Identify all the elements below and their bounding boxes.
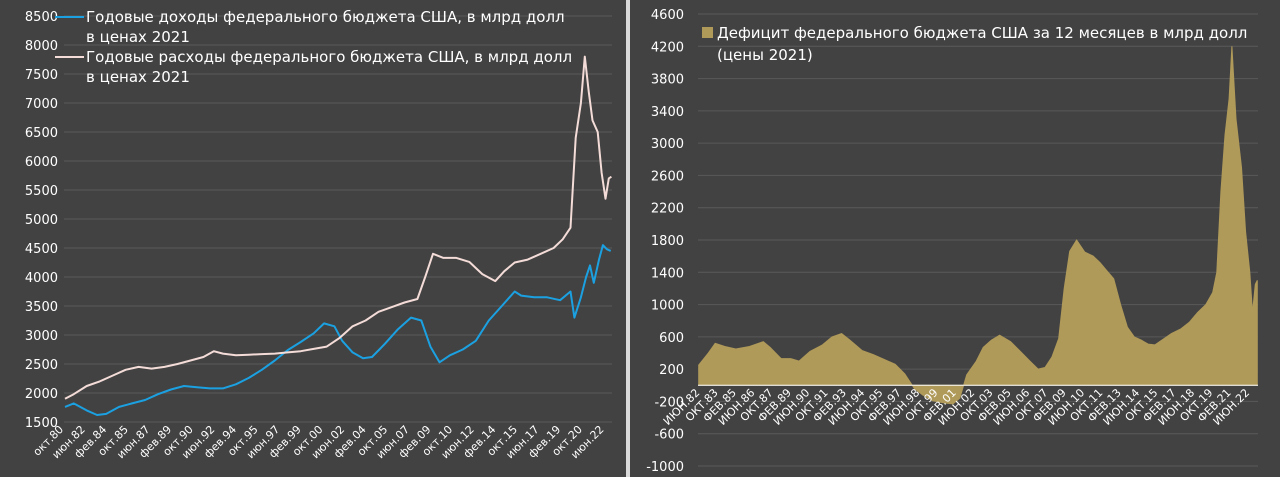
series-lines: [64, 55, 612, 416]
series-area: [698, 46, 1258, 405]
panel-divider: [626, 0, 630, 477]
deficit-area: [698, 46, 1258, 405]
y-tick-label: -1000: [646, 460, 684, 475]
x-axis-ticks: окт.80июн.82фев.84окт.85июн.87фев.89окт.…: [31, 423, 607, 461]
y-tick-label: 8000: [25, 39, 58, 54]
y-tick-label: 2500: [25, 358, 58, 373]
legend-swatch-deficit: [702, 27, 713, 38]
y-tick-label: 600: [659, 331, 684, 346]
area-chart: -1000 -600 -200 200 600 1000 1400 1800 2200 2600 3…: [646, 8, 1258, 475]
y-tick-label: 4000: [25, 271, 58, 286]
y-tick-label: 8500: [25, 10, 58, 25]
y-tick-label: 1800: [651, 234, 684, 249]
y-tick-label: 200: [659, 363, 684, 378]
y-tick-label: 2200: [651, 202, 684, 217]
y-tick-label: 1400: [651, 266, 684, 281]
y-tick-label: -600: [654, 428, 684, 443]
y-tick-label: 3800: [651, 73, 684, 88]
y-axis-ticks: -1000 -600 -200 200 600 1000 1400 1800 2200 2600 3…: [646, 8, 684, 475]
y-tick-label: 3000: [651, 137, 684, 152]
legend: Годовые доходы федерального бюджета США,…: [55, 8, 572, 86]
y-tick-label: 4600: [651, 8, 684, 23]
y-tick-label: 1000: [651, 299, 684, 314]
legend-label-revenue: Годовые доходы федерального бюджета США,…: [86, 8, 565, 46]
y-tick-label: 4500: [25, 242, 58, 257]
y-tick-label: 6500: [25, 126, 58, 141]
y-gridlines: [698, 13, 1258, 467]
y-tick-label: 3400: [651, 105, 684, 120]
series-line-expenditure: [64, 55, 612, 400]
y-tick-label: 7000: [25, 97, 58, 112]
y-tick-label: 1500: [25, 416, 58, 431]
chart-panel-deficit: -1000 -600 -200 200 600 1000 1400 1800 2200 2600 3…: [630, 0, 1280, 477]
legend-label-deficit: Дефицит федерального бюджета США за 12 м…: [717, 24, 1247, 64]
legend: Дефицит федерального бюджета США за 12 м…: [702, 24, 1247, 64]
y-axis-ticks: 1500 2000 2500 3000 3500 4000 4500 5000 5500 6000…: [25, 10, 58, 431]
y-tick-label: 7500: [25, 68, 58, 83]
y-tick-label: 4200: [651, 40, 684, 55]
chart-panel-revenue-expenditure: 1500 2000 2500 3000 3500 4000 4500 5000 5500 6000…: [0, 0, 626, 477]
series-line-revenue: [64, 244, 612, 416]
y-tick-label: 5000: [25, 213, 58, 228]
y-tick-label: 5500: [25, 184, 58, 199]
y-tick-label: 3000: [25, 329, 58, 344]
legend-label-expenditure: Годовые расходы федерального бюджета США…: [86, 48, 572, 86]
y-gridlines: [64, 15, 612, 423]
y-tick-label: 2600: [651, 169, 684, 184]
y-tick-label: 6000: [25, 155, 58, 170]
y-tick-label: 3500: [25, 300, 58, 315]
y-tick-label: 2000: [25, 387, 58, 402]
y-tick-label: -200: [654, 395, 684, 410]
line-chart: 1500 2000 2500 3000 3500 4000 4500 5000 5500 6000…: [25, 8, 612, 461]
